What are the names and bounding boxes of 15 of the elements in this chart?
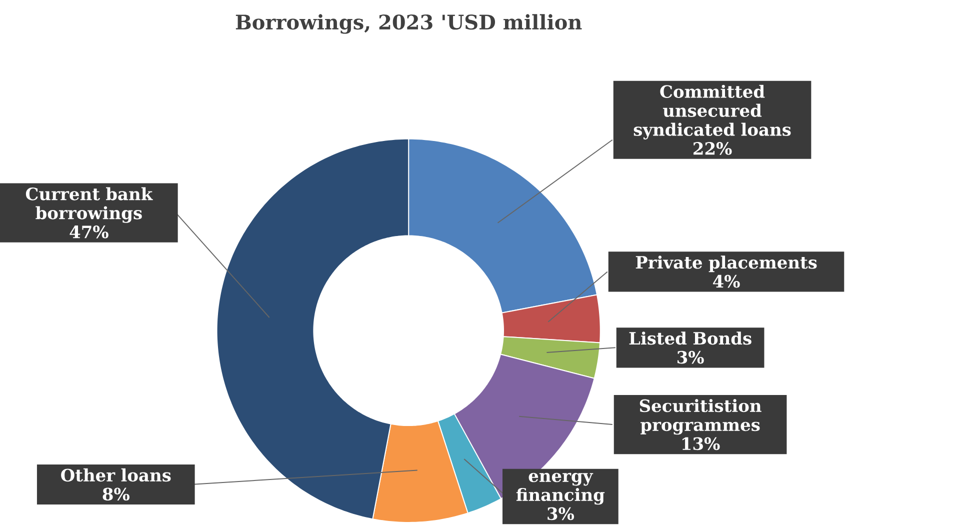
data-label: 22% (694, 142, 732, 155)
slice-label: Private placements (636, 255, 817, 272)
slice-label: Current bank borrowings (26, 186, 153, 223)
slice-label: Other loans (61, 468, 171, 482)
data-label: 4% (712, 274, 740, 288)
slice-label: energy financing (516, 472, 605, 504)
data-label: 13% (682, 437, 720, 450)
data-label: 3% (678, 350, 704, 364)
data-label: 47% (70, 225, 108, 238)
slice-label: Securitistion programmes (640, 398, 762, 434)
slice-label: Listed Bonds (629, 331, 752, 344)
slice-label: Committed unsecured syndicated loans (634, 84, 791, 140)
data-label: 8% (102, 487, 130, 500)
data-label: 3% (548, 507, 574, 520)
chart-title: Borrowings, 2023 'USD million (236, 14, 582, 34)
